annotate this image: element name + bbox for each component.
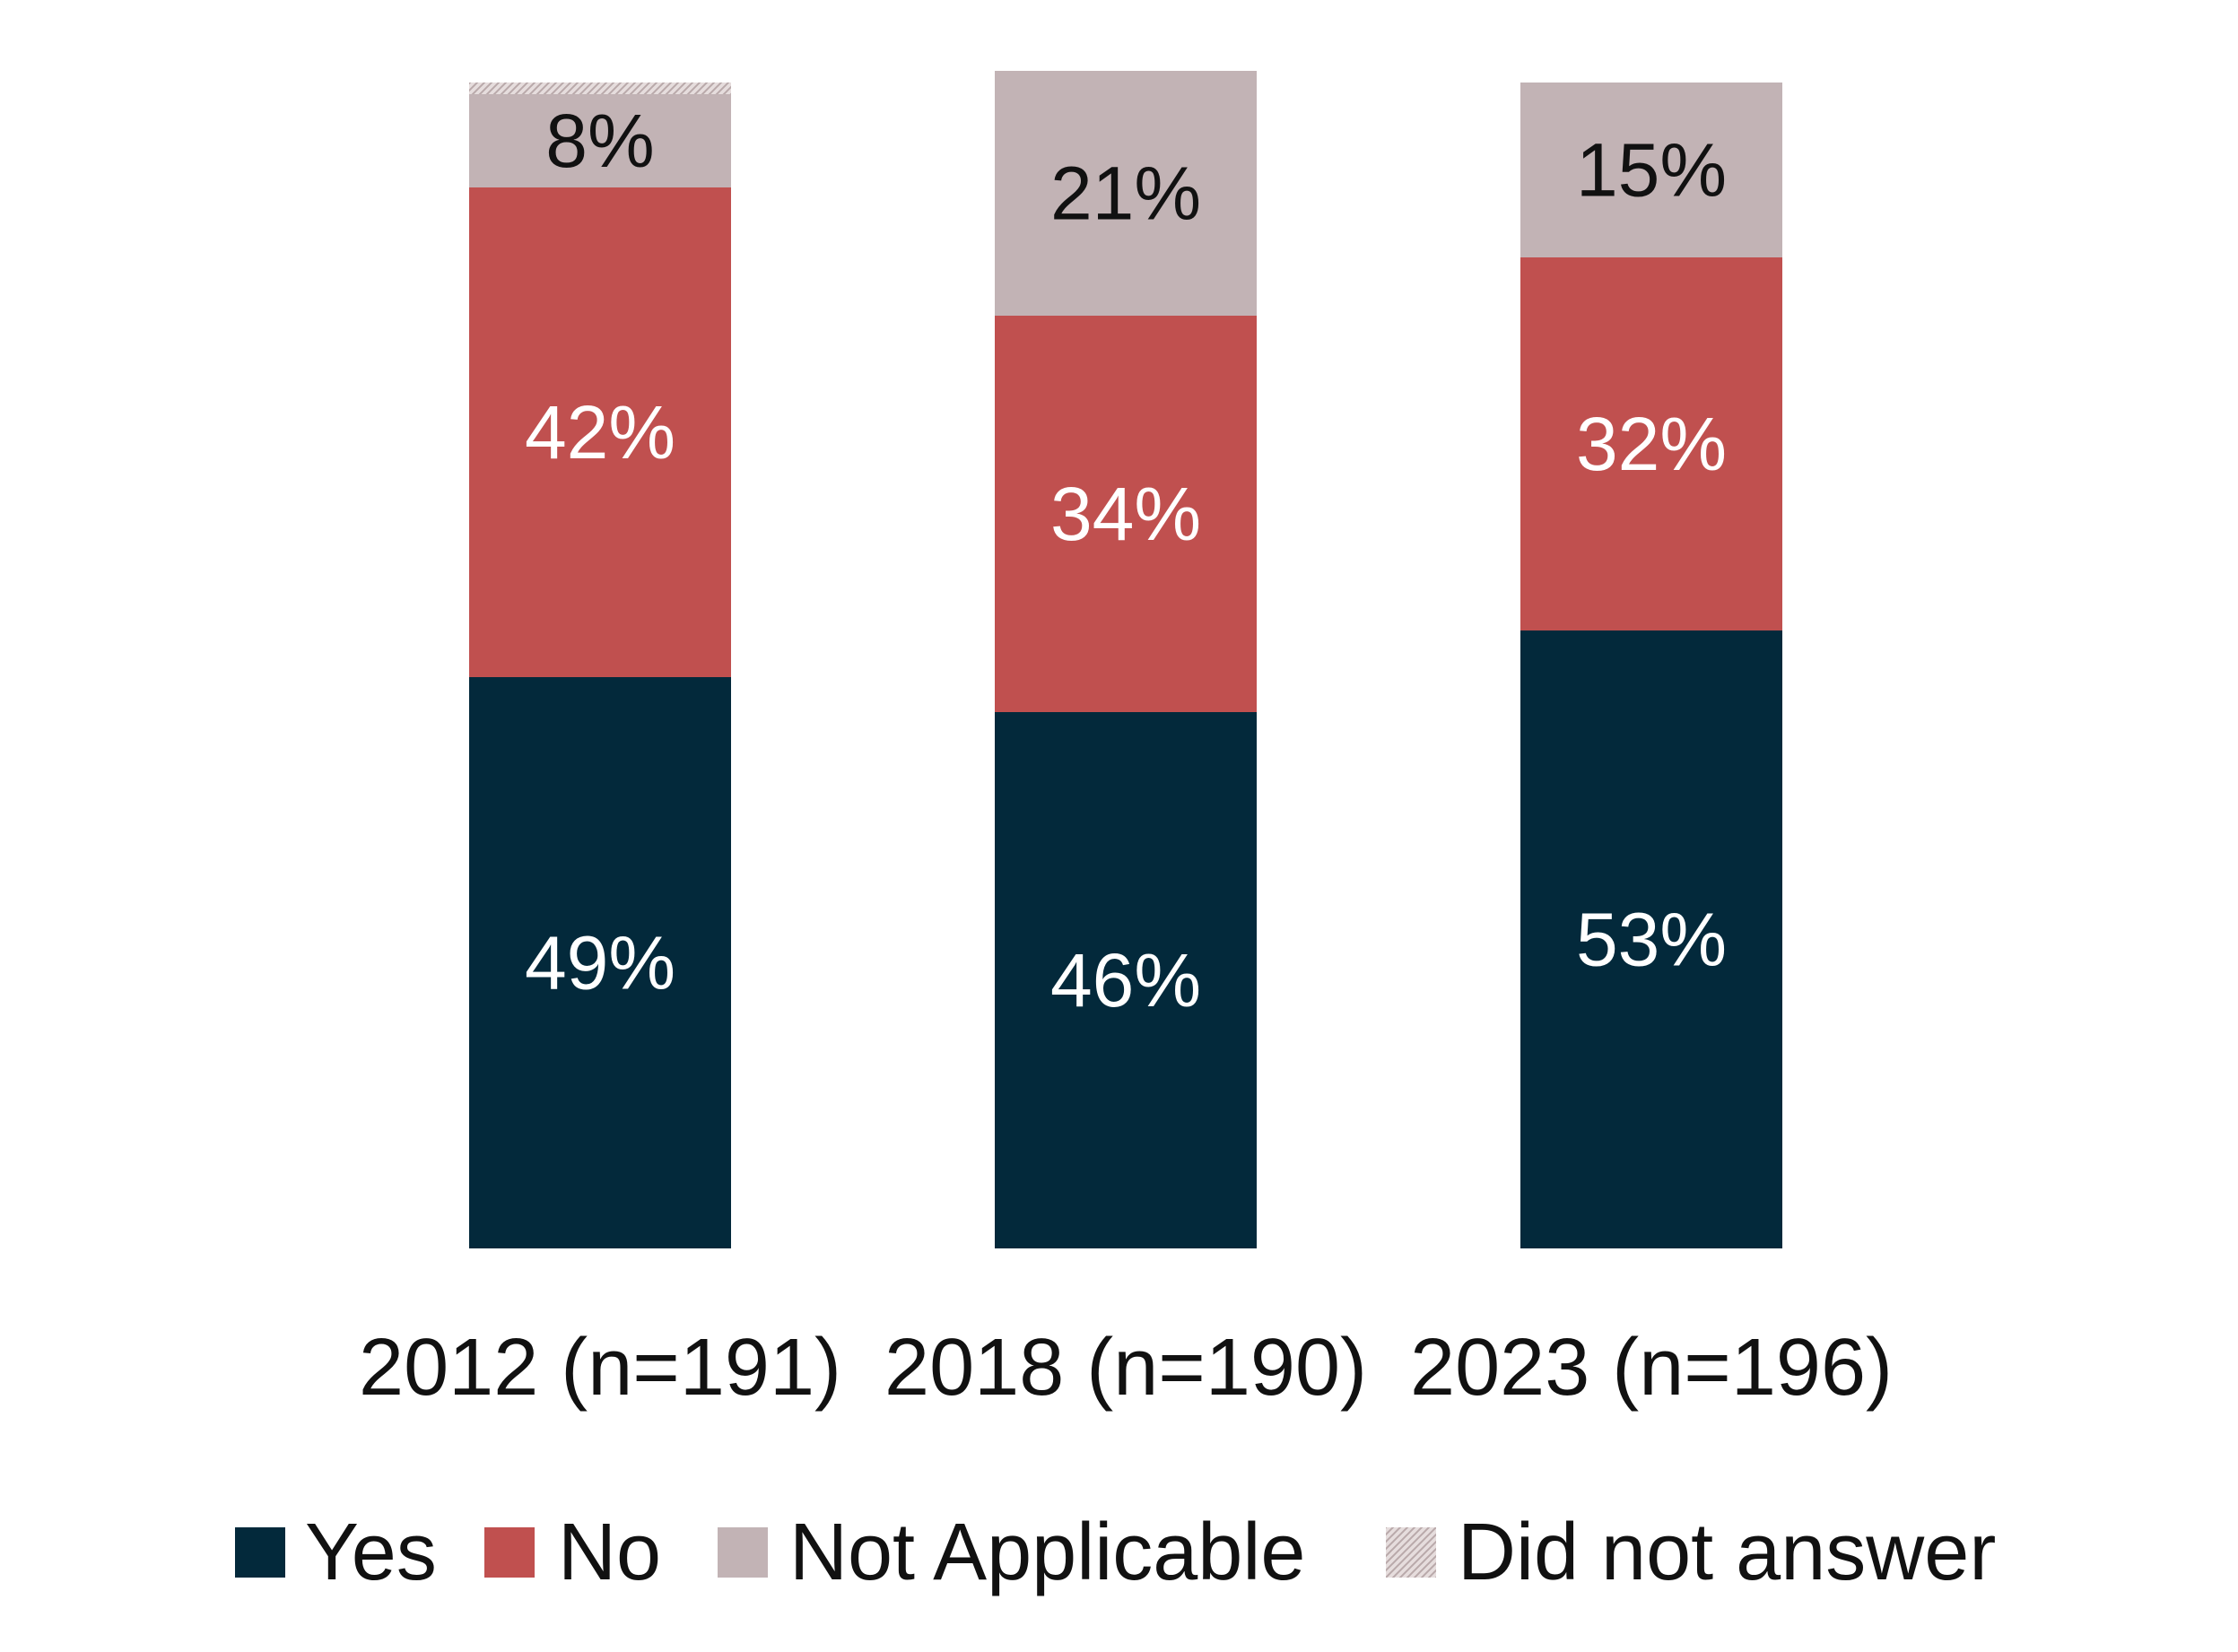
legend-swatch-no (484, 1527, 535, 1578)
data-label-not-applicable-1: 21% (1050, 152, 1201, 236)
legend-swatch-not-applicable (718, 1527, 768, 1578)
bar-no-0 (469, 187, 731, 677)
legend-label-yes: Yes (305, 1508, 437, 1597)
legend-label-did-not-answer: Did not answer (1458, 1508, 1996, 1597)
category-label-0: 2012 (n=191) (359, 1323, 841, 1413)
bar-yes-1 (995, 712, 1257, 1248)
data-label-no-1: 34% (1050, 472, 1201, 556)
bar-yes-0 (469, 677, 731, 1248)
legend-label-no: No (558, 1508, 661, 1597)
category-label-2: 2023 (n=196) (1410, 1323, 1893, 1413)
data-label-yes-2: 53% (1576, 898, 1727, 982)
legend-label-not-applicable: Not Applicable (789, 1508, 1305, 1597)
data-labels-layer: 49% 42% 8% 46% 34% 21% 53% 32% 15% (525, 99, 1727, 1022)
data-label-no-2: 32% (1576, 402, 1727, 486)
data-label-no-0: 42% (525, 390, 675, 474)
bar-no-1 (995, 316, 1257, 712)
category-label-1: 2018 (n=190) (884, 1323, 1367, 1413)
bar-not-applicable-0 (469, 94, 731, 187)
bar-did-not-answer-0 (469, 83, 731, 94)
legend-swatch-yes (235, 1527, 285, 1578)
category-labels-layer: 2012 (n=191) 2018 (n=190) 2023 (n=196) (359, 1323, 1893, 1413)
data-label-not-applicable-2: 15% (1576, 128, 1727, 213)
data-label-yes-1: 46% (1050, 938, 1201, 1022)
bar-no-2 (1520, 257, 1782, 630)
data-label-yes-0: 49% (525, 921, 675, 1005)
legend: Yes No Not Applicable Did not answer (235, 1508, 1996, 1597)
bar-yes-2 (1520, 630, 1782, 1248)
bar-not-applicable-2 (1520, 83, 1782, 257)
bars-layer (469, 71, 1782, 1248)
legend-swatch-did-not-answer (1386, 1527, 1436, 1578)
bar-not-applicable-1 (995, 71, 1257, 316)
data-label-not-applicable-0: 8% (545, 99, 654, 183)
